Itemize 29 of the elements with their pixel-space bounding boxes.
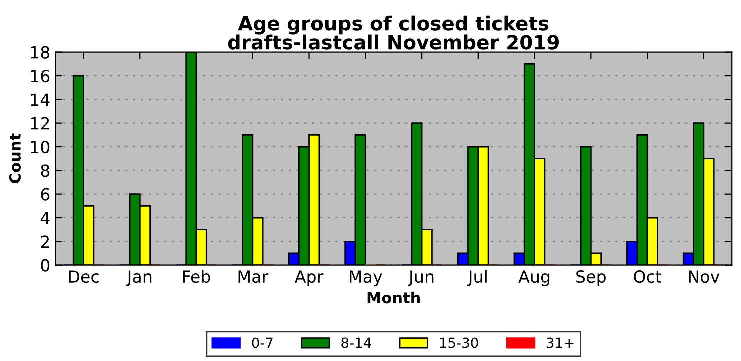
y-tick-label: 0 [41,259,50,272]
x-tick-label: Jan [126,270,152,286]
x-tick-label: Nov [689,270,720,284]
y-tick-label: 4 [40,212,50,224]
x-tick-label: Feb [183,270,210,284]
y-tick-label: 16 [31,70,50,83]
y-tick-label: 10 [31,140,50,154]
x-tick-label: Apr [294,270,324,286]
x-tick-label: Oct [634,270,662,284]
x-tick-label: Aug [518,270,550,286]
x-tick-label: Dec [69,270,99,284]
chart-title: Age groups of closed tickets drafts-lastcall November 2019 [228,16,559,50]
x-tick-label: May [350,270,382,286]
y-tick-label: 12 [31,117,50,130]
x-tick-label: Jun [408,270,434,286]
y-axis-title: Count [9,134,21,184]
y-tick-label: 6 [41,188,50,201]
y-tick-label: 14 [31,94,50,106]
x-tick-label: Sep [576,270,606,286]
y-tick-label: 2 [41,236,50,248]
legend-label: 31+ [546,338,574,348]
legend-label: 0-7 [252,338,273,348]
y-tick-label: 8 [41,164,50,178]
y-tick-label: 18 [31,46,50,59]
legend-label: 8-14 [342,338,372,348]
x-tick-label: Mar [238,270,269,284]
x-tick-label: Jul [467,270,487,286]
legend-label: 15-30 [440,338,478,348]
x-axis-title: Month [368,292,420,304]
